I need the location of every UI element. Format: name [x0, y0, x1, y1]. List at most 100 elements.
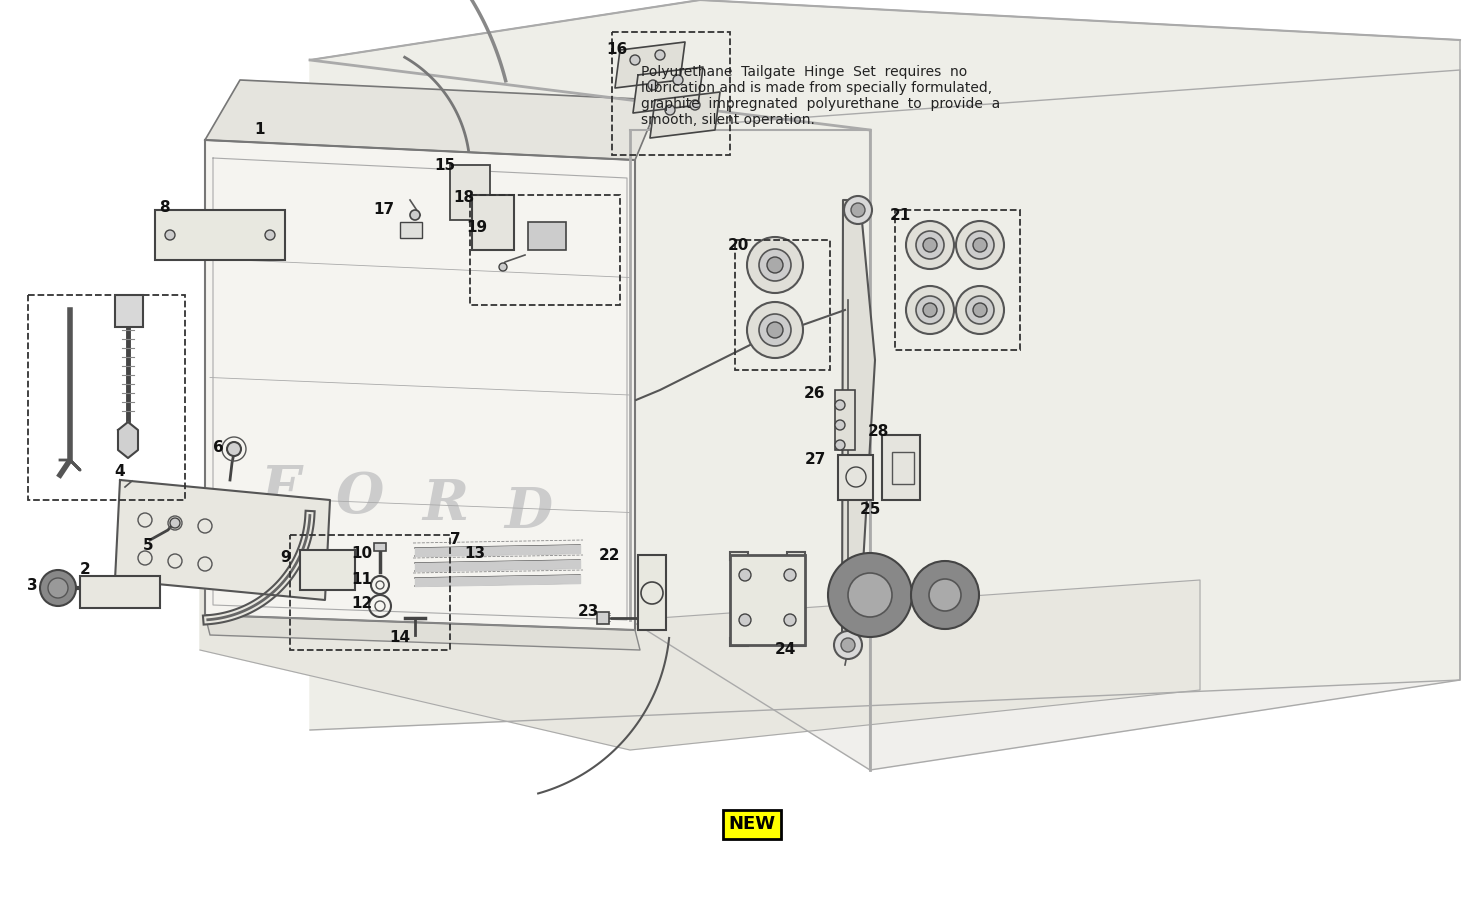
Text: 19: 19 — [466, 221, 488, 235]
Bar — [834, 390, 855, 450]
Circle shape — [923, 238, 937, 252]
Bar — [881, 435, 920, 500]
Bar — [399, 222, 422, 238]
Circle shape — [500, 263, 507, 271]
Text: 14: 14 — [389, 630, 411, 646]
Text: 17: 17 — [373, 202, 395, 217]
Text: 16: 16 — [606, 42, 628, 58]
Circle shape — [747, 237, 803, 293]
Text: 2: 2 — [80, 562, 90, 577]
Bar — [730, 555, 805, 645]
Circle shape — [834, 631, 862, 659]
Polygon shape — [842, 200, 876, 650]
Circle shape — [973, 238, 988, 252]
Text: 28: 28 — [867, 424, 889, 440]
Text: D: D — [504, 485, 553, 540]
Text: 7: 7 — [450, 532, 460, 548]
Circle shape — [759, 249, 792, 281]
Circle shape — [834, 400, 845, 410]
Bar — [730, 638, 747, 646]
Circle shape — [973, 303, 988, 317]
Circle shape — [629, 55, 640, 65]
Text: 26: 26 — [805, 386, 825, 400]
Text: 5: 5 — [143, 539, 153, 553]
Bar — [80, 576, 161, 608]
Bar — [470, 195, 621, 305]
Bar — [787, 638, 805, 646]
Text: F: F — [261, 463, 299, 518]
Circle shape — [957, 286, 1004, 334]
Circle shape — [965, 231, 993, 259]
Circle shape — [738, 569, 750, 581]
Text: 11: 11 — [351, 572, 373, 587]
Text: 27: 27 — [805, 453, 825, 467]
Circle shape — [784, 614, 796, 626]
Bar — [290, 535, 450, 650]
Text: 1: 1 — [255, 123, 265, 137]
Polygon shape — [205, 80, 660, 160]
Text: 6: 6 — [212, 441, 224, 455]
Bar — [892, 452, 914, 484]
Circle shape — [923, 303, 937, 317]
Circle shape — [759, 314, 792, 346]
Circle shape — [227, 442, 242, 456]
Bar — [638, 555, 666, 630]
Bar — [730, 552, 747, 560]
Circle shape — [665, 105, 675, 115]
Circle shape — [738, 614, 750, 626]
Circle shape — [170, 518, 180, 528]
Polygon shape — [632, 67, 703, 113]
Circle shape — [766, 257, 783, 273]
Bar — [374, 543, 386, 551]
Circle shape — [965, 296, 993, 324]
Polygon shape — [629, 70, 1461, 770]
Bar — [528, 222, 566, 250]
Circle shape — [828, 553, 912, 637]
Text: 12: 12 — [351, 595, 373, 610]
Text: 3: 3 — [27, 579, 37, 594]
Bar — [155, 210, 284, 260]
Polygon shape — [615, 42, 685, 88]
Circle shape — [49, 578, 68, 598]
Circle shape — [654, 50, 665, 60]
Text: 22: 22 — [600, 548, 621, 562]
Text: 20: 20 — [727, 237, 749, 253]
Circle shape — [848, 573, 892, 617]
Text: 10: 10 — [351, 546, 373, 561]
Polygon shape — [650, 92, 719, 138]
Circle shape — [784, 569, 796, 581]
Bar — [736, 240, 830, 370]
Bar — [115, 295, 143, 327]
Polygon shape — [205, 615, 640, 650]
Text: 18: 18 — [454, 191, 475, 205]
Circle shape — [834, 420, 845, 430]
Text: O: O — [336, 471, 385, 526]
Text: Polyurethane  Tailgate  Hinge  Set  requires  no
lubrication and is made from sp: Polyurethane Tailgate Hinge Set requires… — [641, 65, 1001, 127]
Polygon shape — [200, 490, 1200, 750]
Text: 21: 21 — [889, 208, 911, 223]
Bar — [597, 612, 609, 624]
Polygon shape — [310, 0, 1461, 730]
Circle shape — [40, 570, 77, 606]
Polygon shape — [205, 140, 635, 630]
Bar — [612, 32, 730, 155]
Circle shape — [165, 230, 175, 240]
Text: 15: 15 — [435, 158, 455, 172]
Bar — [28, 295, 186, 500]
Circle shape — [834, 440, 845, 450]
Bar — [301, 550, 355, 590]
Circle shape — [265, 230, 276, 240]
Bar — [895, 210, 1020, 350]
Circle shape — [674, 75, 682, 85]
Bar — [472, 195, 514, 250]
Text: 24: 24 — [774, 642, 796, 658]
Text: R: R — [422, 477, 469, 532]
Circle shape — [850, 203, 865, 217]
Circle shape — [915, 231, 943, 259]
Bar — [450, 165, 489, 220]
Circle shape — [649, 80, 657, 90]
Polygon shape — [118, 422, 139, 458]
Bar — [839, 455, 873, 500]
Text: 25: 25 — [859, 503, 880, 518]
Circle shape — [911, 561, 979, 629]
